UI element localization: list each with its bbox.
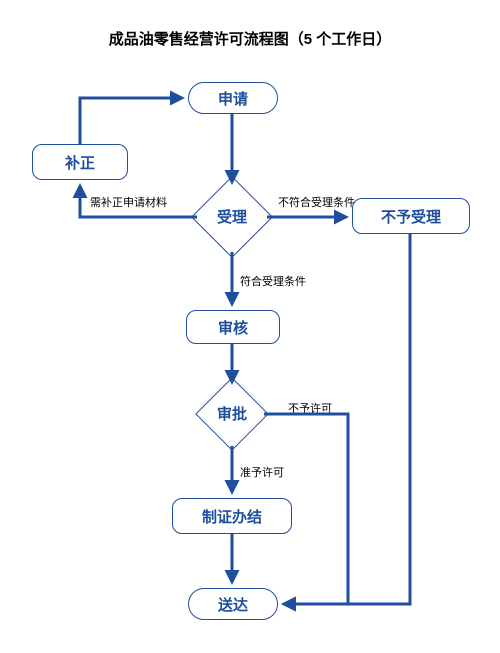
- node-reject-label: 不予受理: [381, 206, 441, 227]
- label-need-correction: 需补正申请材料: [90, 194, 167, 210]
- node-accept: 受理: [191, 176, 273, 258]
- node-issue-label: 制证办结: [202, 506, 262, 527]
- node-reject: 不予受理: [352, 198, 470, 234]
- chart-title: 成品油零售经营许可流程图（5 个工作日）: [0, 28, 500, 49]
- node-review-label: 审核: [218, 317, 248, 338]
- label-not-qualified: 不符合受理条件: [278, 194, 355, 210]
- label-permitted: 准予许可: [240, 464, 284, 480]
- node-apply-label: 申请: [218, 88, 248, 109]
- label-not-permitted: 不予许可: [288, 400, 332, 416]
- node-correct-label: 补正: [65, 152, 95, 173]
- edge-correct-to-apply: [80, 98, 182, 144]
- flowchart-canvas: 成品油零售经营许可流程图（5 个工作日） 申请 补正 不予受理 审核 制证办结 …: [0, 0, 500, 653]
- node-deliver: 送达: [188, 588, 278, 620]
- node-correct: 补正: [32, 144, 128, 180]
- node-approve-label: 审批: [195, 377, 269, 451]
- node-approve: 审批: [195, 377, 269, 451]
- node-accept-label: 受理: [191, 176, 273, 258]
- node-issue: 制证办结: [172, 498, 292, 534]
- node-deliver-label: 送达: [218, 594, 248, 615]
- edge-reject-to-deliver: [284, 234, 410, 604]
- label-qualified: 符合受理条件: [240, 273, 306, 289]
- node-apply: 申请: [188, 82, 278, 114]
- node-review: 审核: [186, 310, 280, 344]
